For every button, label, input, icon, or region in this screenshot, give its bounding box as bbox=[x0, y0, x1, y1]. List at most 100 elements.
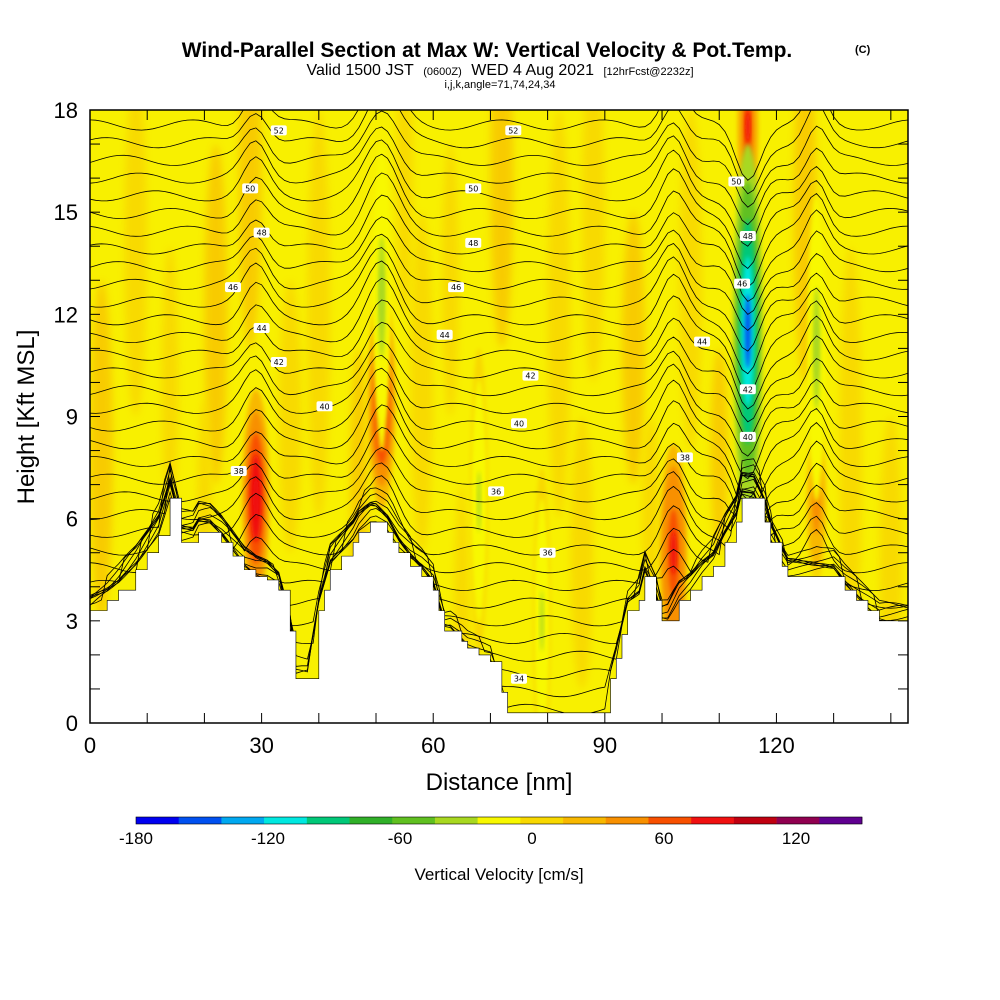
copyright-mark: (C) bbox=[855, 44, 871, 56]
terrain bbox=[90, 497, 908, 723]
theta-label-text: 40 bbox=[319, 402, 329, 411]
downdraft-cell bbox=[814, 317, 819, 380]
theta-label-bg bbox=[465, 183, 482, 194]
texture-patch bbox=[410, 212, 434, 553]
colorbar-segment bbox=[178, 817, 222, 824]
theta-contour-line bbox=[90, 458, 908, 532]
theta-label-text: 50 bbox=[731, 178, 741, 187]
theta-label-bg bbox=[225, 282, 242, 293]
theta-label-text: 36 bbox=[491, 487, 501, 496]
theta-label-bg bbox=[448, 282, 465, 293]
theta-label-bg bbox=[694, 336, 711, 347]
theta-label-text: 36 bbox=[543, 549, 553, 558]
theta-label: 34 bbox=[511, 673, 528, 684]
theta-label-bg bbox=[511, 673, 528, 684]
downdraft-cell bbox=[744, 293, 751, 369]
updraft-cell bbox=[745, 110, 750, 144]
valid-prefix: Valid 1500 JST bbox=[306, 62, 414, 79]
theta-contour-line bbox=[90, 139, 908, 247]
theta-contour-line bbox=[90, 110, 908, 208]
theta-label: 38 bbox=[676, 452, 693, 463]
colorbar: -180 -120 -60 0 60 120 bbox=[119, 816, 863, 848]
theta-label-text: 52 bbox=[274, 126, 284, 135]
y-tick-label: 9 bbox=[66, 405, 78, 430]
colorbar-segment bbox=[136, 817, 180, 824]
theta-contour-line bbox=[90, 247, 908, 352]
x-axis-label: Distance [nm] bbox=[426, 769, 573, 796]
theta-label: 48 bbox=[739, 231, 756, 242]
theta-label: 52 bbox=[270, 125, 287, 136]
theta-contour-line bbox=[90, 153, 908, 270]
theta-label-text: 50 bbox=[468, 184, 478, 193]
theta-label-text: 52 bbox=[508, 126, 518, 135]
theta-label: 48 bbox=[253, 227, 270, 238]
y-tick-label: 18 bbox=[54, 98, 78, 123]
colorbar-label: -180 bbox=[119, 829, 153, 848]
colorbar-segment bbox=[776, 817, 820, 824]
theta-label-bg bbox=[253, 227, 270, 238]
theta-label-bg bbox=[316, 401, 333, 412]
texture-patch bbox=[90, 280, 113, 621]
theta-contour-line bbox=[90, 299, 908, 410]
updraft-cell bbox=[253, 476, 259, 521]
theta-label-text: 44 bbox=[440, 331, 450, 340]
texture-patch bbox=[396, 110, 414, 315]
theta-label: 40 bbox=[316, 401, 333, 412]
y-tick-label: 0 bbox=[66, 711, 78, 736]
theta-label-text: 50 bbox=[245, 184, 255, 193]
colorbar-segment bbox=[306, 817, 350, 824]
theta-label-text: 44 bbox=[697, 338, 707, 347]
texture-patch bbox=[307, 110, 331, 519]
colorbar-label: -60 bbox=[388, 829, 413, 848]
theta-contours bbox=[90, 110, 908, 715]
theta-label-text: 44 bbox=[257, 324, 267, 333]
colorbar-segment bbox=[392, 817, 436, 824]
texture-patch bbox=[124, 110, 148, 417]
theta-label: 52 bbox=[505, 125, 522, 136]
theta-contour-line bbox=[90, 354, 908, 457]
theta-contour-line bbox=[90, 194, 908, 302]
theta-label-text: 40 bbox=[743, 433, 753, 442]
theta-label-text: 38 bbox=[234, 467, 244, 476]
y-tick-label: 12 bbox=[54, 302, 78, 327]
texture-patch bbox=[204, 144, 228, 485]
theta-label-text: 48 bbox=[468, 239, 478, 248]
theta-contour-line bbox=[90, 461, 908, 547]
theta-label-bg bbox=[270, 125, 287, 136]
theta-contour-line bbox=[90, 472, 908, 591]
y-tick-label: 6 bbox=[66, 507, 78, 532]
plot-area: 52 52 50 50 50 48 48 48 46 46 46 44 44 44 42 42 42 40 40 40… bbox=[90, 110, 908, 723]
theta-label: 42 bbox=[270, 357, 287, 368]
theta-label: 48 bbox=[465, 237, 482, 248]
theta-label-bg bbox=[488, 486, 505, 497]
colorbar-segment bbox=[605, 817, 649, 824]
theta-label-bg bbox=[734, 278, 751, 289]
theta-label: 50 bbox=[465, 183, 482, 194]
x-tick-label: 30 bbox=[249, 733, 273, 758]
colorbar-border bbox=[135, 816, 863, 825]
theta-label-bg bbox=[522, 370, 539, 381]
colorbar-segment bbox=[733, 817, 777, 824]
theta-label: 42 bbox=[739, 384, 756, 395]
theta-label-text: 46 bbox=[228, 283, 238, 292]
colorbar-segment bbox=[819, 817, 863, 824]
theta-label-text: 38 bbox=[680, 453, 690, 462]
theta-label: 38 bbox=[230, 465, 247, 476]
theta-label-bg bbox=[676, 452, 693, 463]
theta-contour-line bbox=[90, 426, 908, 512]
texture-patch bbox=[570, 416, 594, 689]
chart-title: Wind-Parallel Section at Max W: Vertical… bbox=[182, 39, 793, 62]
theta-label-text: 46 bbox=[737, 280, 747, 289]
theta-label-text: 48 bbox=[743, 232, 753, 241]
theta-label: 44 bbox=[253, 322, 270, 333]
theta-label-bg bbox=[465, 237, 482, 248]
updraft-cell bbox=[670, 530, 677, 575]
theta-contour-line bbox=[90, 260, 908, 375]
texture-patch bbox=[278, 280, 302, 553]
theta-label-text: 42 bbox=[743, 385, 753, 394]
forecast-note: [12hrFcst@2232z] bbox=[603, 66, 693, 78]
theta-contour-line bbox=[90, 172, 908, 288]
theta-contour-labels: 52 52 50 50 50 48 48 48 46 46 46 44 44 44 42 42 42 40 40 40… bbox=[225, 125, 756, 684]
theta-contour-line bbox=[90, 367, 908, 480]
